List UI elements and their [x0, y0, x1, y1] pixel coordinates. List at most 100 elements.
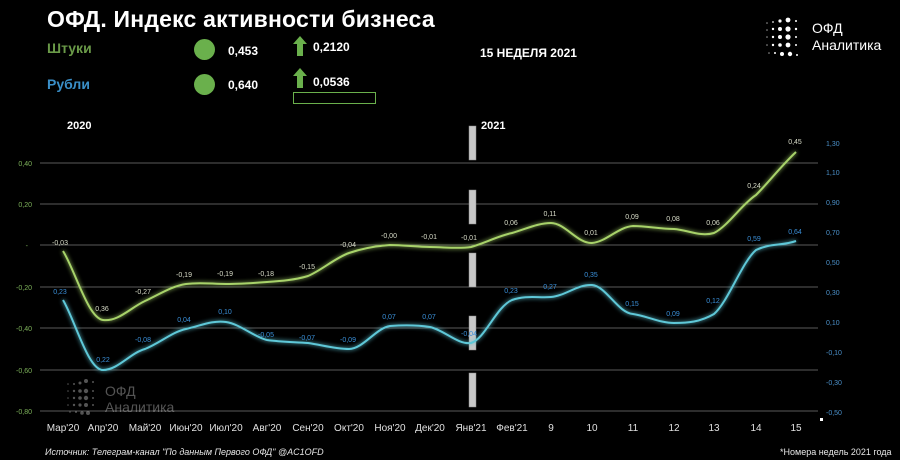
- year-label-2021: 2021: [481, 120, 506, 132]
- shtuki-change: 0,2120: [313, 40, 350, 54]
- svg-text:Июл'20: Июл'20: [209, 423, 243, 434]
- svg-text:-0,19: -0,19: [217, 271, 233, 278]
- svg-text:0,23: 0,23: [504, 288, 518, 295]
- svg-text:-0,03: -0,03: [52, 240, 68, 247]
- svg-text:-0,20: -0,20: [16, 285, 32, 292]
- svg-text:1,10: 1,10: [826, 170, 840, 177]
- svg-text:-0,04: -0,04: [340, 242, 356, 249]
- svg-text:0,12: 0,12: [706, 298, 720, 305]
- svg-text:0,09: 0,09: [625, 214, 639, 221]
- rubli-value: 0,640: [228, 78, 259, 92]
- svg-text:0,70: 0,70: [826, 230, 840, 237]
- arrow-up-icon: [293, 68, 307, 88]
- year-label-2020: 2020: [67, 120, 92, 132]
- gridlines: [40, 162, 818, 412]
- svg-text:-0,01: -0,01: [461, 235, 477, 242]
- svg-text:Янв'21: Янв'21: [455, 423, 487, 434]
- svg-text:Май'20: Май'20: [129, 423, 162, 434]
- svg-text:-0,01: -0,01: [421, 234, 437, 241]
- svg-text:Апр'20: Апр'20: [88, 423, 119, 434]
- svg-text:14: 14: [750, 423, 762, 434]
- rubli-change: 0,0536: [313, 75, 350, 89]
- svg-text:0,10: 0,10: [218, 309, 232, 316]
- svg-text:0,11: 0,11: [543, 211, 556, 218]
- svg-text:10: 10: [586, 423, 598, 434]
- green-circle-icon: [194, 39, 215, 60]
- svg-text:0,90: 0,90: [826, 200, 840, 207]
- svg-text:0,40: 0,40: [18, 161, 32, 168]
- svg-text:-0,04: -0,04: [461, 331, 477, 338]
- svg-text:0,59: 0,59: [747, 236, 761, 243]
- legend-label-rubli: Рубли: [47, 76, 90, 92]
- svg-text:Мар'20: Мар'20: [47, 423, 80, 434]
- svg-text:1,30: 1,30: [826, 141, 840, 148]
- svg-text:-0,07: -0,07: [299, 335, 315, 342]
- svg-text:9: 9: [548, 423, 554, 434]
- svg-text:-: -: [26, 243, 29, 250]
- svg-text:0,24: 0,24: [747, 183, 761, 190]
- left-axis: 0,40 0,20 - -0,20 -0,40 -0,60 -0,80: [16, 161, 32, 416]
- svg-text:0,45: 0,45: [788, 139, 802, 146]
- source-caption: Источник: Телеграм-канал "По данным Перв…: [45, 447, 324, 457]
- svg-text:0,50: 0,50: [826, 260, 840, 267]
- svg-text:12: 12: [668, 423, 680, 434]
- svg-text:Авг'20: Авг'20: [253, 423, 282, 434]
- svg-text:-0,30: -0,30: [826, 380, 842, 387]
- legend-label-shtuki: Штуки: [47, 40, 92, 56]
- svg-text:Июн'20: Июн'20: [169, 423, 203, 434]
- data-labels-shtuki: -0,03 0,36 -0,27 -0,19 -0,19 -0,18 -0,15…: [52, 139, 802, 313]
- svg-text:0,23: 0,23: [53, 289, 67, 296]
- svg-text:0,20: 0,20: [18, 202, 32, 209]
- svg-text:0,30: 0,30: [826, 290, 840, 297]
- year-separator: [468, 125, 477, 408]
- svg-text:0,04: 0,04: [177, 317, 191, 324]
- svg-text:-0,40: -0,40: [16, 326, 32, 333]
- svg-text:15: 15: [790, 423, 802, 434]
- svg-text:-0,19: -0,19: [176, 272, 192, 279]
- svg-text:-0,00: -0,00: [381, 233, 397, 240]
- series-line-rubli: [62, 240, 797, 372]
- svg-text:0,07: 0,07: [382, 314, 396, 321]
- svg-text:0,10: 0,10: [826, 320, 840, 327]
- svg-text:13: 13: [708, 423, 720, 434]
- svg-text:-0,60: -0,60: [16, 368, 32, 375]
- svg-text:Фев'21: Фев'21: [496, 423, 528, 434]
- green-circle-icon: [194, 74, 215, 95]
- dots-logo-icon: [766, 17, 798, 57]
- svg-text:Дек'20: Дек'20: [415, 423, 445, 434]
- footnote: *Номера недель 2021 года: [780, 447, 892, 457]
- svg-text:-0,80: -0,80: [16, 409, 32, 416]
- svg-text:ОФД: ОФД: [105, 383, 136, 399]
- x-axis: Мар'20 Апр'20 Май'20 Июн'20 Июл'20 Авг'2…: [47, 423, 802, 434]
- data-labels-rubli: 0,23 0,22 -0,08 0,04 0,10 -0,05 -0,07 -0…: [53, 229, 802, 364]
- logo-line2: Аналитика: [812, 37, 882, 53]
- svg-text:0,15: 0,15: [625, 301, 639, 308]
- svg-text:0,07: 0,07: [422, 314, 436, 321]
- svg-text:Аналитика: Аналитика: [105, 399, 175, 415]
- svg-text:-0,09: -0,09: [340, 337, 356, 344]
- svg-text:0,35: 0,35: [584, 272, 598, 279]
- svg-text:0,08: 0,08: [666, 216, 680, 223]
- svg-text:-0,08: -0,08: [135, 337, 151, 344]
- svg-text:-0,15: -0,15: [299, 264, 315, 271]
- svg-text:0,27: 0,27: [543, 284, 557, 291]
- svg-text:-0,10: -0,10: [826, 350, 842, 357]
- svg-text:Сен'20: Сен'20: [292, 423, 324, 434]
- svg-text:0,06: 0,06: [504, 220, 518, 227]
- watermark: ОФД Аналитика: [67, 379, 175, 415]
- svg-text:0,22: 0,22: [96, 357, 110, 364]
- svg-text:0,64: 0,64: [788, 229, 802, 236]
- svg-text:Ноя'20: Ноя'20: [374, 423, 406, 434]
- svg-text:0,09: 0,09: [666, 311, 680, 318]
- page-title: ОФД. Индекс активности бизнеса: [47, 6, 435, 32]
- shtuki-value: 0,453: [228, 44, 259, 58]
- svg-text:0,01: 0,01: [584, 230, 598, 237]
- svg-text:-0,05: -0,05: [258, 332, 274, 339]
- svg-text:Окт'20: Окт'20: [334, 423, 364, 434]
- week-label: 15 НЕДЕЛЯ 2021: [480, 46, 577, 60]
- svg-text:-0,50: -0,50: [826, 410, 842, 417]
- svg-text:0,36: 0,36: [95, 306, 109, 313]
- series-line-shtuki: [62, 151, 797, 322]
- svg-text:-0,27: -0,27: [135, 289, 151, 296]
